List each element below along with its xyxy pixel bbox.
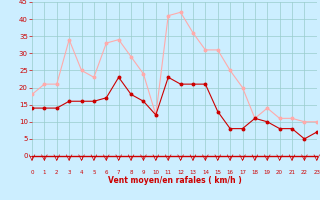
X-axis label: Vent moyen/en rafales ( km/h ): Vent moyen/en rafales ( km/h ) [108, 176, 241, 185]
